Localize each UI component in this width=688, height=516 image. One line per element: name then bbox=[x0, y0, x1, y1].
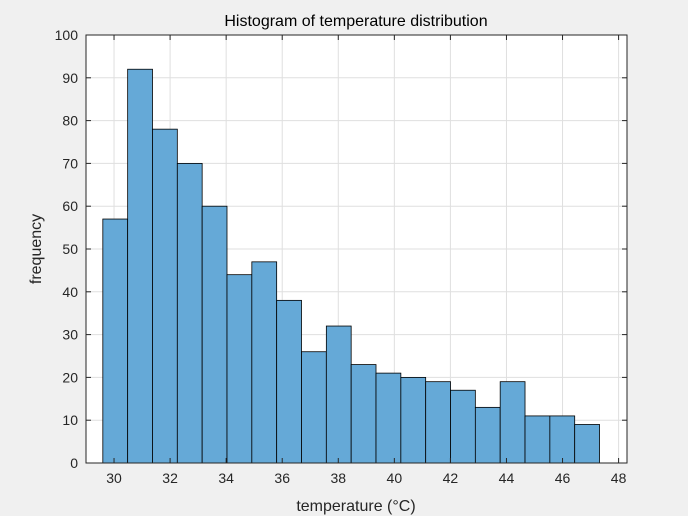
histogram-bar bbox=[301, 351, 327, 464]
y-tick-label: 100 bbox=[55, 27, 79, 43]
y-tick-label: 40 bbox=[62, 284, 78, 300]
x-tick-label: 32 bbox=[162, 470, 178, 486]
x-tick-label: 48 bbox=[611, 470, 627, 486]
chart-title: Histogram of temperature distribution bbox=[224, 13, 487, 30]
y-tick-label: 30 bbox=[62, 327, 78, 343]
histogram-bar bbox=[102, 218, 129, 464]
y-tick-label: 20 bbox=[62, 369, 78, 385]
y-tick-label: 80 bbox=[62, 113, 78, 129]
y-tick-label: 50 bbox=[62, 241, 78, 257]
histogram-bar bbox=[251, 261, 278, 464]
histogram-bar bbox=[450, 389, 476, 464]
y-axis-label: frequency bbox=[28, 214, 45, 284]
histogram-bar bbox=[474, 406, 501, 464]
x-tick-label: 38 bbox=[330, 470, 346, 486]
x-tick-label: 44 bbox=[499, 470, 515, 486]
histogram-bar bbox=[549, 415, 576, 464]
histogram-bar bbox=[152, 128, 178, 464]
x-tick-label: 34 bbox=[218, 470, 234, 486]
histogram-bar bbox=[276, 299, 302, 464]
x-axis-label: temperature (°C) bbox=[296, 498, 415, 515]
histogram-bar bbox=[574, 424, 600, 464]
y-tick-label: 0 bbox=[70, 455, 78, 471]
x-tick-label: 42 bbox=[443, 470, 459, 486]
histogram-bars bbox=[102, 68, 600, 464]
histogram-bar bbox=[499, 381, 526, 464]
y-tick-label: 70 bbox=[62, 155, 78, 171]
histogram-bar bbox=[524, 415, 551, 464]
histogram-bar bbox=[425, 381, 451, 464]
histogram-bar bbox=[201, 205, 228, 464]
histogram-bar bbox=[226, 274, 253, 464]
histogram-bar bbox=[127, 68, 153, 464]
y-tick-label: 60 bbox=[62, 198, 78, 214]
histogram-bar bbox=[400, 376, 427, 464]
axis-ticks: 30 32 34 36 38 40 42 44 46 48 0 10 20 30 40 50 60 70 80 90 1… bbox=[55, 27, 627, 486]
x-tick-label: 40 bbox=[387, 470, 403, 486]
x-tick-label: 30 bbox=[106, 470, 122, 486]
histogram-bar bbox=[176, 162, 203, 464]
histogram-bar bbox=[375, 372, 402, 464]
y-tick-label: 90 bbox=[62, 70, 78, 86]
x-tick-label: 46 bbox=[555, 470, 571, 486]
x-tick-label: 36 bbox=[274, 470, 290, 486]
histogram-bar bbox=[350, 364, 377, 464]
histogram-bar bbox=[325, 325, 352, 464]
y-tick-label: 10 bbox=[62, 412, 78, 428]
